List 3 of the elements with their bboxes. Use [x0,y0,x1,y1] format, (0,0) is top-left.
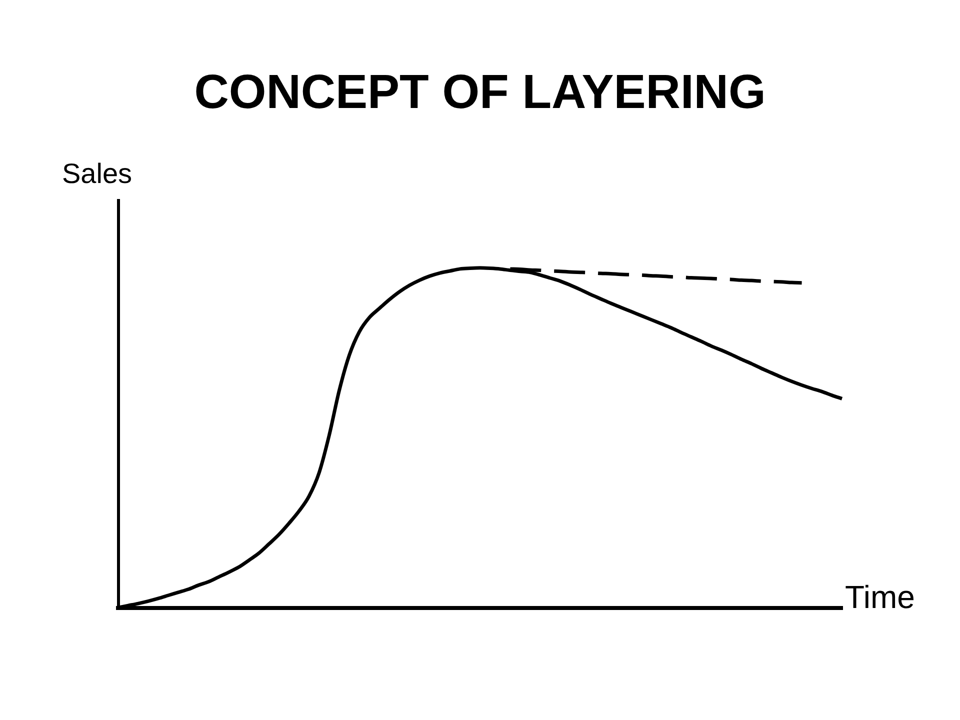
y-axis-title: Sales [62,157,132,191]
x-axis-title: Time [845,578,915,616]
chart-title: CONCEPT OF LAYERING [193,65,767,121]
